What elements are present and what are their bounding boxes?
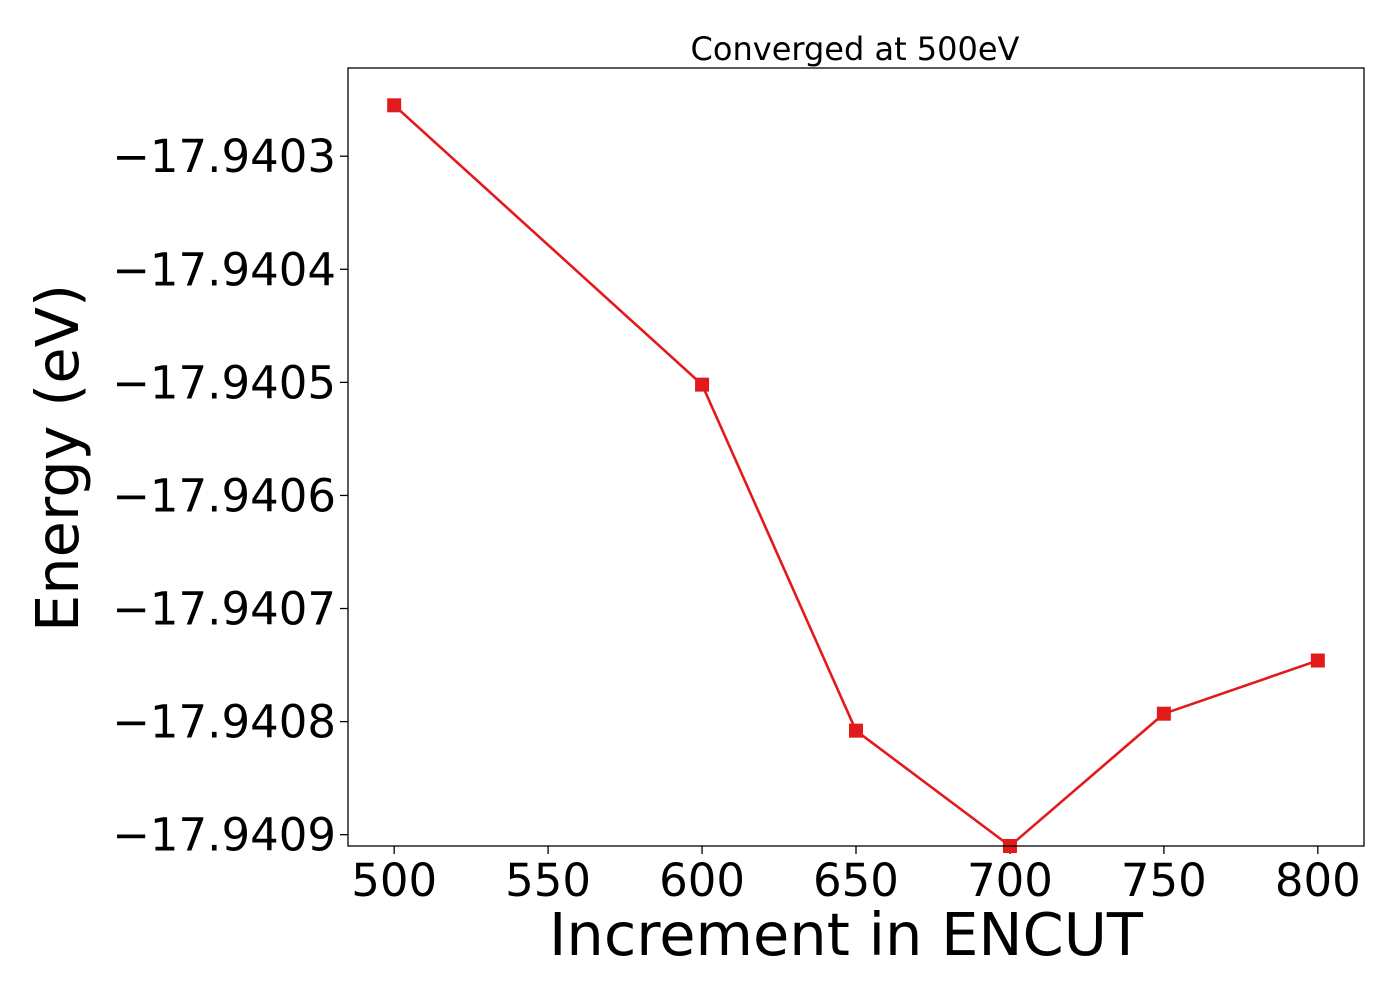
plot-area-frame — [347, 67, 1365, 847]
y-tick-label: −17.9404 — [112, 243, 336, 296]
y-axis-ticks: −17.9403 −17.9404 −17.9405 −17.9406 −17.9407… — [112, 130, 348, 862]
data-point-marker — [387, 98, 402, 113]
data-point-marker — [695, 377, 710, 392]
x-tick-label: 750 — [1121, 854, 1207, 907]
y-tick-label: −17.9409 — [112, 809, 336, 862]
y-tick-label: −17.9405 — [112, 356, 336, 409]
y-tick-label: −17.9408 — [112, 696, 336, 749]
x-tick-label: 800 — [1275, 854, 1361, 907]
x-tick-label: 650 — [813, 854, 899, 907]
y-tick-label: −17.9406 — [112, 469, 336, 522]
series-layer — [387, 98, 1325, 853]
x-tick-label: 550 — [505, 854, 591, 907]
x-tick-label: 600 — [659, 854, 745, 907]
y-tick-label: −17.9407 — [112, 583, 336, 636]
data-point-marker — [849, 723, 863, 738]
x-tick-label: 500 — [351, 854, 437, 907]
x-axis-label: Increment in ENCUT — [549, 900, 1144, 969]
x-axis-ticks: 500 550 600 650 700 750 800 — [351, 846, 1361, 907]
data-point-marker — [1310, 653, 1325, 668]
y-axis-label: Energy (eV) — [23, 284, 92, 632]
chart-title: Converged at 500eV — [691, 30, 1020, 68]
data-point-marker — [1156, 706, 1171, 721]
series-line — [393, 104, 1319, 848]
y-tick-label: −17.9403 — [112, 130, 336, 183]
x-tick-label: 700 — [967, 854, 1053, 907]
